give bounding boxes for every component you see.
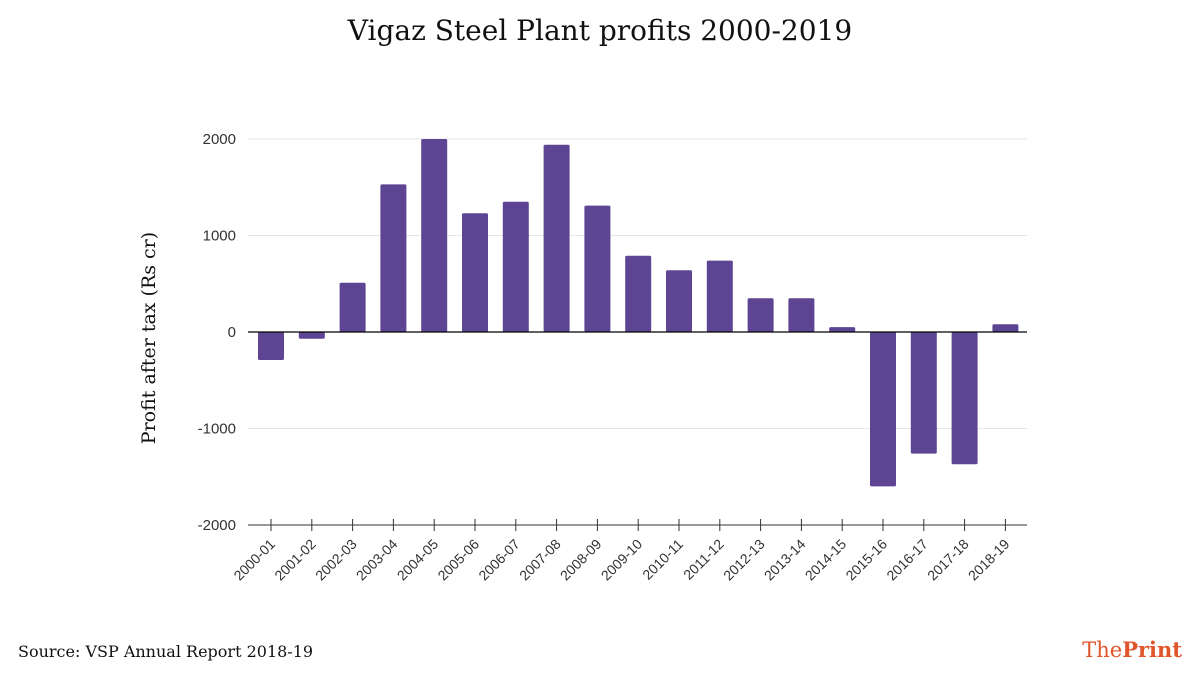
x-tick-label: 2003-04 bbox=[353, 536, 401, 584]
y-tick-label: 0 bbox=[228, 324, 236, 341]
x-tick-label: 2011-12 bbox=[680, 536, 727, 583]
bar bbox=[747, 298, 774, 332]
bar bbox=[584, 205, 611, 332]
brand-logo-part2: Print bbox=[1122, 637, 1182, 662]
bar bbox=[951, 332, 978, 465]
x-tick-label: 2002-03 bbox=[312, 536, 360, 584]
x-tick-label: 2015-16 bbox=[842, 536, 890, 584]
x-tick-label: 2004-05 bbox=[394, 536, 442, 584]
bar bbox=[666, 270, 692, 332]
bar bbox=[829, 327, 856, 332]
x-tick-label: 2013-14 bbox=[761, 536, 809, 584]
y-tick-label: 2000 bbox=[203, 131, 236, 148]
bar bbox=[910, 332, 937, 454]
bar bbox=[543, 144, 570, 332]
brand-logo-part1: The bbox=[1082, 638, 1123, 662]
x-tick-label: 2006-07 bbox=[475, 536, 523, 584]
bar bbox=[625, 255, 652, 332]
x-tick-label: 2017-18 bbox=[924, 536, 972, 584]
x-tick-label: 2000-01 bbox=[230, 536, 278, 584]
y-tick-label: -1000 bbox=[198, 421, 236, 438]
x-tick-label: 2007-08 bbox=[516, 536, 564, 584]
x-tick-label: 2016-17 bbox=[883, 536, 931, 584]
brand-logo: ThePrint bbox=[1082, 637, 1182, 662]
bars bbox=[258, 139, 1019, 487]
bar bbox=[339, 282, 366, 332]
x-tick-label: 2005-06 bbox=[434, 536, 482, 584]
bar bbox=[870, 332, 896, 487]
y-tick-label: -2000 bbox=[198, 517, 236, 534]
source-note: Source: VSP Annual Report 2018-19 bbox=[18, 642, 314, 661]
bar bbox=[788, 298, 815, 332]
bar bbox=[706, 260, 733, 332]
x-tick-label: 2010-11 bbox=[639, 536, 686, 583]
bar bbox=[462, 213, 488, 332]
bar bbox=[380, 184, 407, 332]
y-tick-label: 1000 bbox=[203, 228, 236, 245]
axes bbox=[248, 331, 1027, 531]
bar bbox=[992, 324, 1019, 332]
bar bbox=[258, 332, 284, 360]
bar bbox=[502, 201, 529, 332]
bar bbox=[421, 139, 448, 332]
x-tick-label: 2001-02 bbox=[271, 536, 319, 584]
chart-title: Vigaz Steel Plant profits 2000-2019 bbox=[347, 14, 853, 47]
x-tick-label: 2014-15 bbox=[802, 536, 850, 584]
x-tick-label: 2008-09 bbox=[557, 536, 605, 584]
x-tick-label: 2009-10 bbox=[598, 536, 646, 584]
x-tick-label: 2018-19 bbox=[965, 536, 1013, 584]
gridlines bbox=[248, 138, 1027, 429]
bar bbox=[298, 332, 325, 339]
x-tick-label: 2012-13 bbox=[720, 536, 768, 584]
